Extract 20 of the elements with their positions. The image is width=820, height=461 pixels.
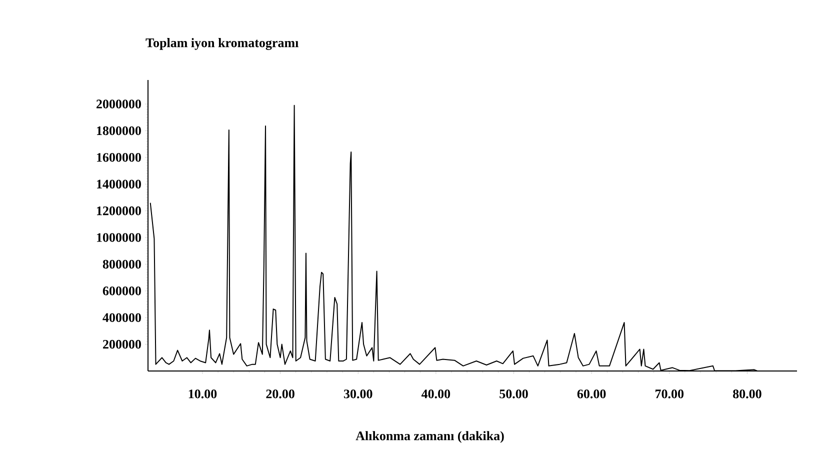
y-tick-label: 200000 bbox=[103, 340, 141, 349]
x-tick-label: 80.00 bbox=[733, 390, 762, 398]
x-tick-label: 50.00 bbox=[500, 390, 528, 398]
chart-title: Toplam iyon kromatogramı bbox=[146, 38, 298, 50]
x-tick-label: 10.00 bbox=[188, 390, 217, 398]
x-tick-label: 30.00 bbox=[344, 390, 372, 398]
x-tick-label: 20.00 bbox=[266, 390, 294, 398]
x-axis-title: Alıkonma zamanı (dakika) bbox=[356, 431, 504, 443]
x-tick-label: 60.00 bbox=[577, 390, 606, 398]
y-tick-label: 1600000 bbox=[97, 153, 141, 162]
x-tick-label: 40.00 bbox=[421, 390, 450, 398]
y-tick-label: 1400000 bbox=[97, 180, 141, 189]
y-tick-label: 800000 bbox=[102, 260, 141, 269]
y-tick-label: 1000000 bbox=[97, 233, 141, 242]
y-tick-label: 2000000 bbox=[96, 100, 141, 108]
y-tick-label: 1200000 bbox=[97, 206, 141, 216]
y-tick-label: 1800000 bbox=[97, 126, 141, 136]
y-tick-label: 400000 bbox=[102, 313, 141, 322]
x-tick-label: 70.00 bbox=[656, 390, 684, 398]
y-tick-label: 600000 bbox=[102, 286, 141, 296]
